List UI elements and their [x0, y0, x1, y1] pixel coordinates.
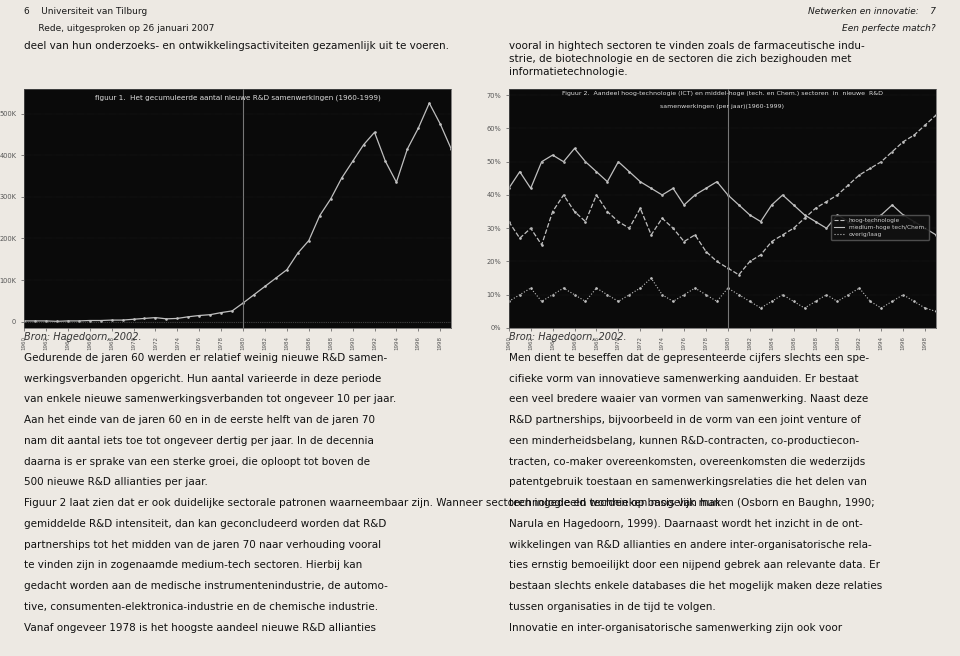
Text: een veel bredere waaier van vormen van samenwerking. Naast deze: een veel bredere waaier van vormen van s…	[509, 394, 868, 405]
Text: nam dit aantal iets toe tot ongeveer dertig per jaar. In de decennia: nam dit aantal iets toe tot ongeveer der…	[24, 436, 373, 446]
Text: Bron: Hagedoorn, 2002.: Bron: Hagedoorn, 2002.	[509, 333, 627, 342]
Text: Figuur 2.  Aandeel hoog-technologie (ICT) en middel-hoge (tech. en Chem.) sector: Figuur 2. Aandeel hoog-technologie (ICT)…	[562, 91, 883, 96]
Text: deel van hun onderzoeks- en ontwikkelingsactiviteiten gezamenlijk uit te voeren.: deel van hun onderzoeks- en ontwikkeling…	[24, 41, 449, 51]
Text: 6    Universiteit van Tilburg: 6 Universiteit van Tilburg	[24, 7, 147, 16]
Text: tracten, co-maker overeenkomsten, overeenkomsten die wederzijds: tracten, co-maker overeenkomsten, overee…	[509, 457, 865, 466]
Text: Netwerken en innovatie:    7: Netwerken en innovatie: 7	[808, 7, 936, 16]
Text: wikkelingen van R&D allianties en andere inter-organisatorische rela-: wikkelingen van R&D allianties en andere…	[509, 540, 872, 550]
Text: Gedurende de jaren 60 werden er relatief weinig nieuwe R&D samen-: Gedurende de jaren 60 werden er relatief…	[24, 353, 387, 363]
Text: cifieke vorm van innovatieve samenwerking aanduiden. Er bestaat: cifieke vorm van innovatieve samenwerkin…	[509, 374, 858, 384]
Text: tive, consumenten-elektronica-industrie en de chemische industrie.: tive, consumenten-elektronica-industrie …	[24, 602, 378, 612]
Text: Vanaf ongeveer 1978 is het hoogste aandeel nieuwe R&D allianties: Vanaf ongeveer 1978 is het hoogste aande…	[24, 623, 376, 633]
Legend: hoog-technologie, medium-hoge tech/Chem., overig/laag: hoog-technologie, medium-hoge tech/Chem.…	[830, 215, 929, 240]
Text: daarna is er sprake van een sterke groei, die oploopt tot boven de: daarna is er sprake van een sterke groei…	[24, 457, 370, 466]
Text: gemiddelde R&D intensiteit, dan kan geconcludeerd worden dat R&D: gemiddelde R&D intensiteit, dan kan geco…	[24, 519, 386, 529]
Text: Een perfecte match?: Een perfecte match?	[842, 24, 936, 33]
Text: te vinden zijn in zogenaamde medium-tech sectoren. Hierbij kan: te vinden zijn in zogenaamde medium-tech…	[24, 560, 362, 571]
Text: Narula en Hagedoorn, 1999). Daarnaast wordt het inzicht in de ont-: Narula en Hagedoorn, 1999). Daarnaast wo…	[509, 519, 862, 529]
Text: werkingsverbanden opgericht. Hun aantal varieerde in deze periode: werkingsverbanden opgericht. Hun aantal …	[24, 374, 381, 384]
Text: gedacht worden aan de medische instrumentenindustrie, de automo-: gedacht worden aan de medische instrumen…	[24, 581, 388, 591]
Text: patentgebruik toestaan en samenwerkingsrelaties die het delen van: patentgebruik toestaan en samenwerkingsr…	[509, 478, 867, 487]
Text: R&D partnerships, bijvoorbeeld in de vorm van een joint venture of: R&D partnerships, bijvoorbeeld in de vor…	[509, 415, 860, 425]
Text: Innovatie en inter-organisatorische samenwerking zijn ook voor: Innovatie en inter-organisatorische same…	[509, 623, 842, 633]
Text: Bron: Hagedoorn, 2002.: Bron: Hagedoorn, 2002.	[24, 333, 142, 342]
Text: 500 nieuwe R&D allianties per jaar.: 500 nieuwe R&D allianties per jaar.	[24, 478, 208, 487]
Text: Aan het einde van de jaren 60 en in de eerste helft van de jaren 70: Aan het einde van de jaren 60 en in de e…	[24, 415, 375, 425]
Text: technologie en technieken mogelijk maken (Osborn en Baughn, 1990;: technologie en technieken mogelijk maken…	[509, 498, 875, 508]
Text: vooral in hightech sectoren te vinden zoals de farmaceutische indu-
strie, de bi: vooral in hightech sectoren te vinden zo…	[509, 41, 865, 77]
Text: samenwerkingen (per jaar)(1960-1999): samenwerkingen (per jaar)(1960-1999)	[660, 104, 784, 109]
Text: Figuur 2 laat zien dat er ook duidelijke sectorale patronen waarneembaar zijn. W: Figuur 2 laat zien dat er ook duidelijke…	[24, 498, 720, 508]
Text: bestaan slechts enkele databases die het mogelijk maken deze relaties: bestaan slechts enkele databases die het…	[509, 581, 882, 591]
Text: figuur 1.  Het gecumuleerde aantal nieuwe R&D samenwerkingen (1960-1999): figuur 1. Het gecumuleerde aantal nieuwe…	[95, 94, 380, 101]
Text: partnerships tot het midden van de jaren 70 naar verhouding vooral: partnerships tot het midden van de jaren…	[24, 540, 381, 550]
Text: Rede, uitgesproken op 26 januari 2007: Rede, uitgesproken op 26 januari 2007	[24, 24, 214, 33]
Text: een minderheidsbelang, kunnen R&D-contracten, co-productiecon-: een minderheidsbelang, kunnen R&D-contra…	[509, 436, 859, 446]
Text: van enkele nieuwe samenwerkingsverbanden tot ongeveer 10 per jaar.: van enkele nieuwe samenwerkingsverbanden…	[24, 394, 396, 405]
Text: tussen organisaties in de tijd te volgen.: tussen organisaties in de tijd te volgen…	[509, 602, 715, 612]
Text: ties ernstig bemoeilijkt door een nijpend gebrek aan relevante data. Er: ties ernstig bemoeilijkt door een nijpen…	[509, 560, 879, 571]
Text: Men dient te beseffen dat de gepresenteerde cijfers slechts een spe-: Men dient te beseffen dat de gepresentee…	[509, 353, 869, 363]
